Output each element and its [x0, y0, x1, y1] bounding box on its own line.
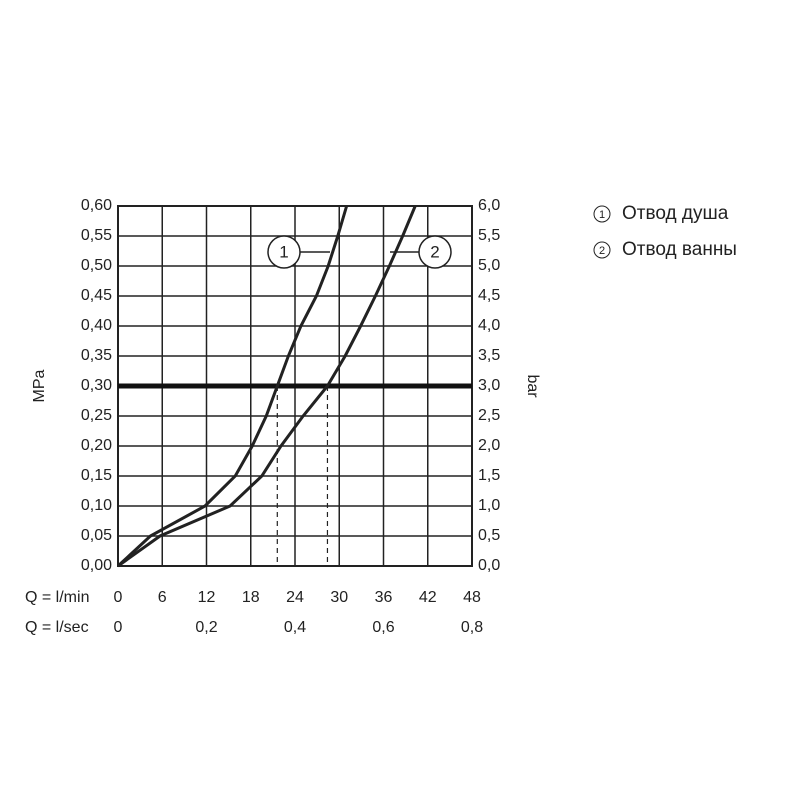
legend-label: Отвод душа: [622, 203, 729, 224]
y2-tick-label: 5,0: [478, 257, 500, 274]
y2-tick-label: 0,0: [478, 557, 500, 574]
y2-tick-label: 0,5: [478, 527, 500, 544]
x2-tick-label: 0: [114, 619, 123, 636]
y2-tick-label: 4,5: [478, 287, 500, 304]
x2-tick-label: 0,4: [284, 619, 306, 636]
x-tick-label: 36: [375, 589, 393, 606]
y-tick-label: 0,35: [81, 347, 112, 364]
y-tick-label: 0,60: [81, 197, 112, 214]
y-tick-label: 0,25: [81, 407, 112, 424]
y2-tick-label: 2,0: [478, 437, 500, 454]
legend-symbol-label: 2: [599, 245, 605, 257]
x-tick-label: 24: [286, 589, 304, 606]
x-tick-label: 0: [114, 589, 123, 606]
series-marker-circle: [418, 235, 452, 269]
y2-tick-label: 1,0: [478, 497, 500, 514]
y-tick-label: 0,30: [81, 377, 112, 394]
y-tick-label: 0,45: [81, 287, 112, 304]
y2-tick-label: 6,0: [478, 197, 500, 214]
y2-tick-label: 5,5: [478, 227, 500, 244]
y-tick-label: 0,40: [81, 317, 112, 334]
y2-axis-label: bar: [524, 374, 541, 398]
y-tick-label: 0,05: [81, 527, 112, 544]
y-tick-label: 0,55: [81, 227, 112, 244]
x-tick-label: 6: [158, 589, 167, 606]
y-axis-label: MPa: [31, 369, 48, 402]
y2-tick-label: 3,0: [478, 377, 500, 394]
y2-tick-label: 1,5: [478, 467, 500, 484]
x-tick-label: 48: [463, 589, 481, 606]
y-tick-label: 0,15: [81, 467, 112, 484]
y-tick-label: 0,50: [81, 257, 112, 274]
y-tick-label: 0,10: [81, 497, 112, 514]
legend-symbol-label: 1: [599, 209, 605, 221]
x-axis-label: Q = l/min: [25, 589, 89, 606]
x-tick-label: 42: [419, 589, 437, 606]
x-tick-label: 12: [198, 589, 216, 606]
x-tick-label: 30: [330, 589, 348, 606]
series-marker-circle: [267, 235, 301, 269]
x2-tick-label: 0,8: [461, 619, 483, 636]
x2-axis-label: Q = l/sec: [25, 619, 89, 636]
x-tick-label: 18: [242, 589, 260, 606]
y-tick-label: 0,20: [81, 437, 112, 454]
legend-symbol: [593, 205, 611, 223]
series-marker-label: 2: [430, 242, 439, 261]
legend-label: Отвод ванны: [622, 239, 737, 260]
x2-tick-label: 0,6: [372, 619, 394, 636]
y-tick-label: 0,00: [81, 557, 112, 574]
y2-tick-label: 2,5: [478, 407, 500, 424]
x2-tick-label: 0,2: [195, 619, 217, 636]
legend-symbol: [593, 241, 611, 259]
series-marker-label: 1: [279, 242, 288, 261]
y2-tick-label: 4,0: [478, 317, 500, 334]
y2-tick-label: 3,5: [478, 347, 500, 364]
